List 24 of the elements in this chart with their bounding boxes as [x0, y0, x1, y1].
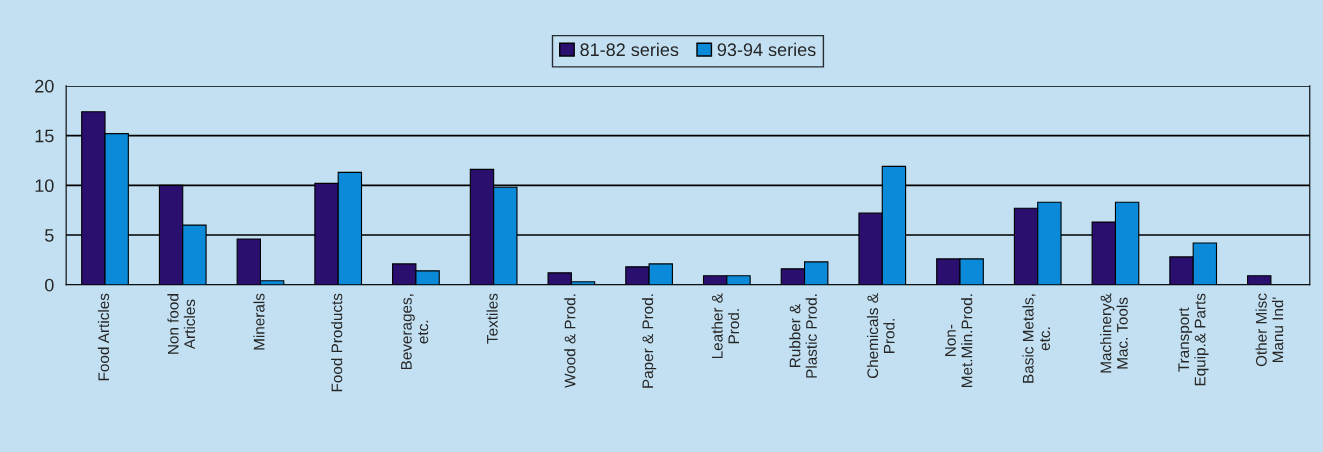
- legend-label: 81-82 series: [580, 42, 679, 57]
- x-tick-label: Textiles: [486, 293, 498, 344]
- x-tick-label: Paper & Prod.: [641, 294, 657, 388]
- x-tick-label: Food Products: [331, 293, 343, 392]
- y-tick-label: 5: [45, 229, 54, 242]
- x-tick-label: Beverages, etc.: [401, 294, 429, 370]
- x-tick-label: Food Articles: [97, 293, 110, 381]
- x-tick-label: Non food Articles: [167, 294, 196, 354]
- bar: [1247, 275, 1272, 285]
- legend-label: 93-94 series: [717, 42, 816, 57]
- y-tick-label: 15: [35, 129, 54, 143]
- x-tick-label: Leather & Prod.: [711, 293, 740, 359]
- y-tick-label: 0: [45, 278, 54, 292]
- x-tick-label: Machinery& Mac. Tools: [1100, 293, 1128, 373]
- y-tick-label: 10: [35, 179, 54, 193]
- x-tick-label: Basic Metals, etc.: [1022, 294, 1051, 383]
- x-tick-label: Chemicals & Prod.: [866, 293, 895, 379]
- y-tick-label: 20: [35, 79, 54, 93]
- x-tick-label: Wood & Prod.: [564, 294, 576, 388]
- x-tick-label: Non- Met.Min.Prod.: [945, 294, 973, 387]
- x-tick-label: Transport Equip.& Parts: [1178, 293, 1209, 386]
- x-tick-label: Rubber & Plastic Prod.: [789, 294, 817, 378]
- x-tick-label: Minerals: [253, 293, 265, 350]
- x-tick-label: Other Misc Manu Ind': [1255, 293, 1284, 367]
